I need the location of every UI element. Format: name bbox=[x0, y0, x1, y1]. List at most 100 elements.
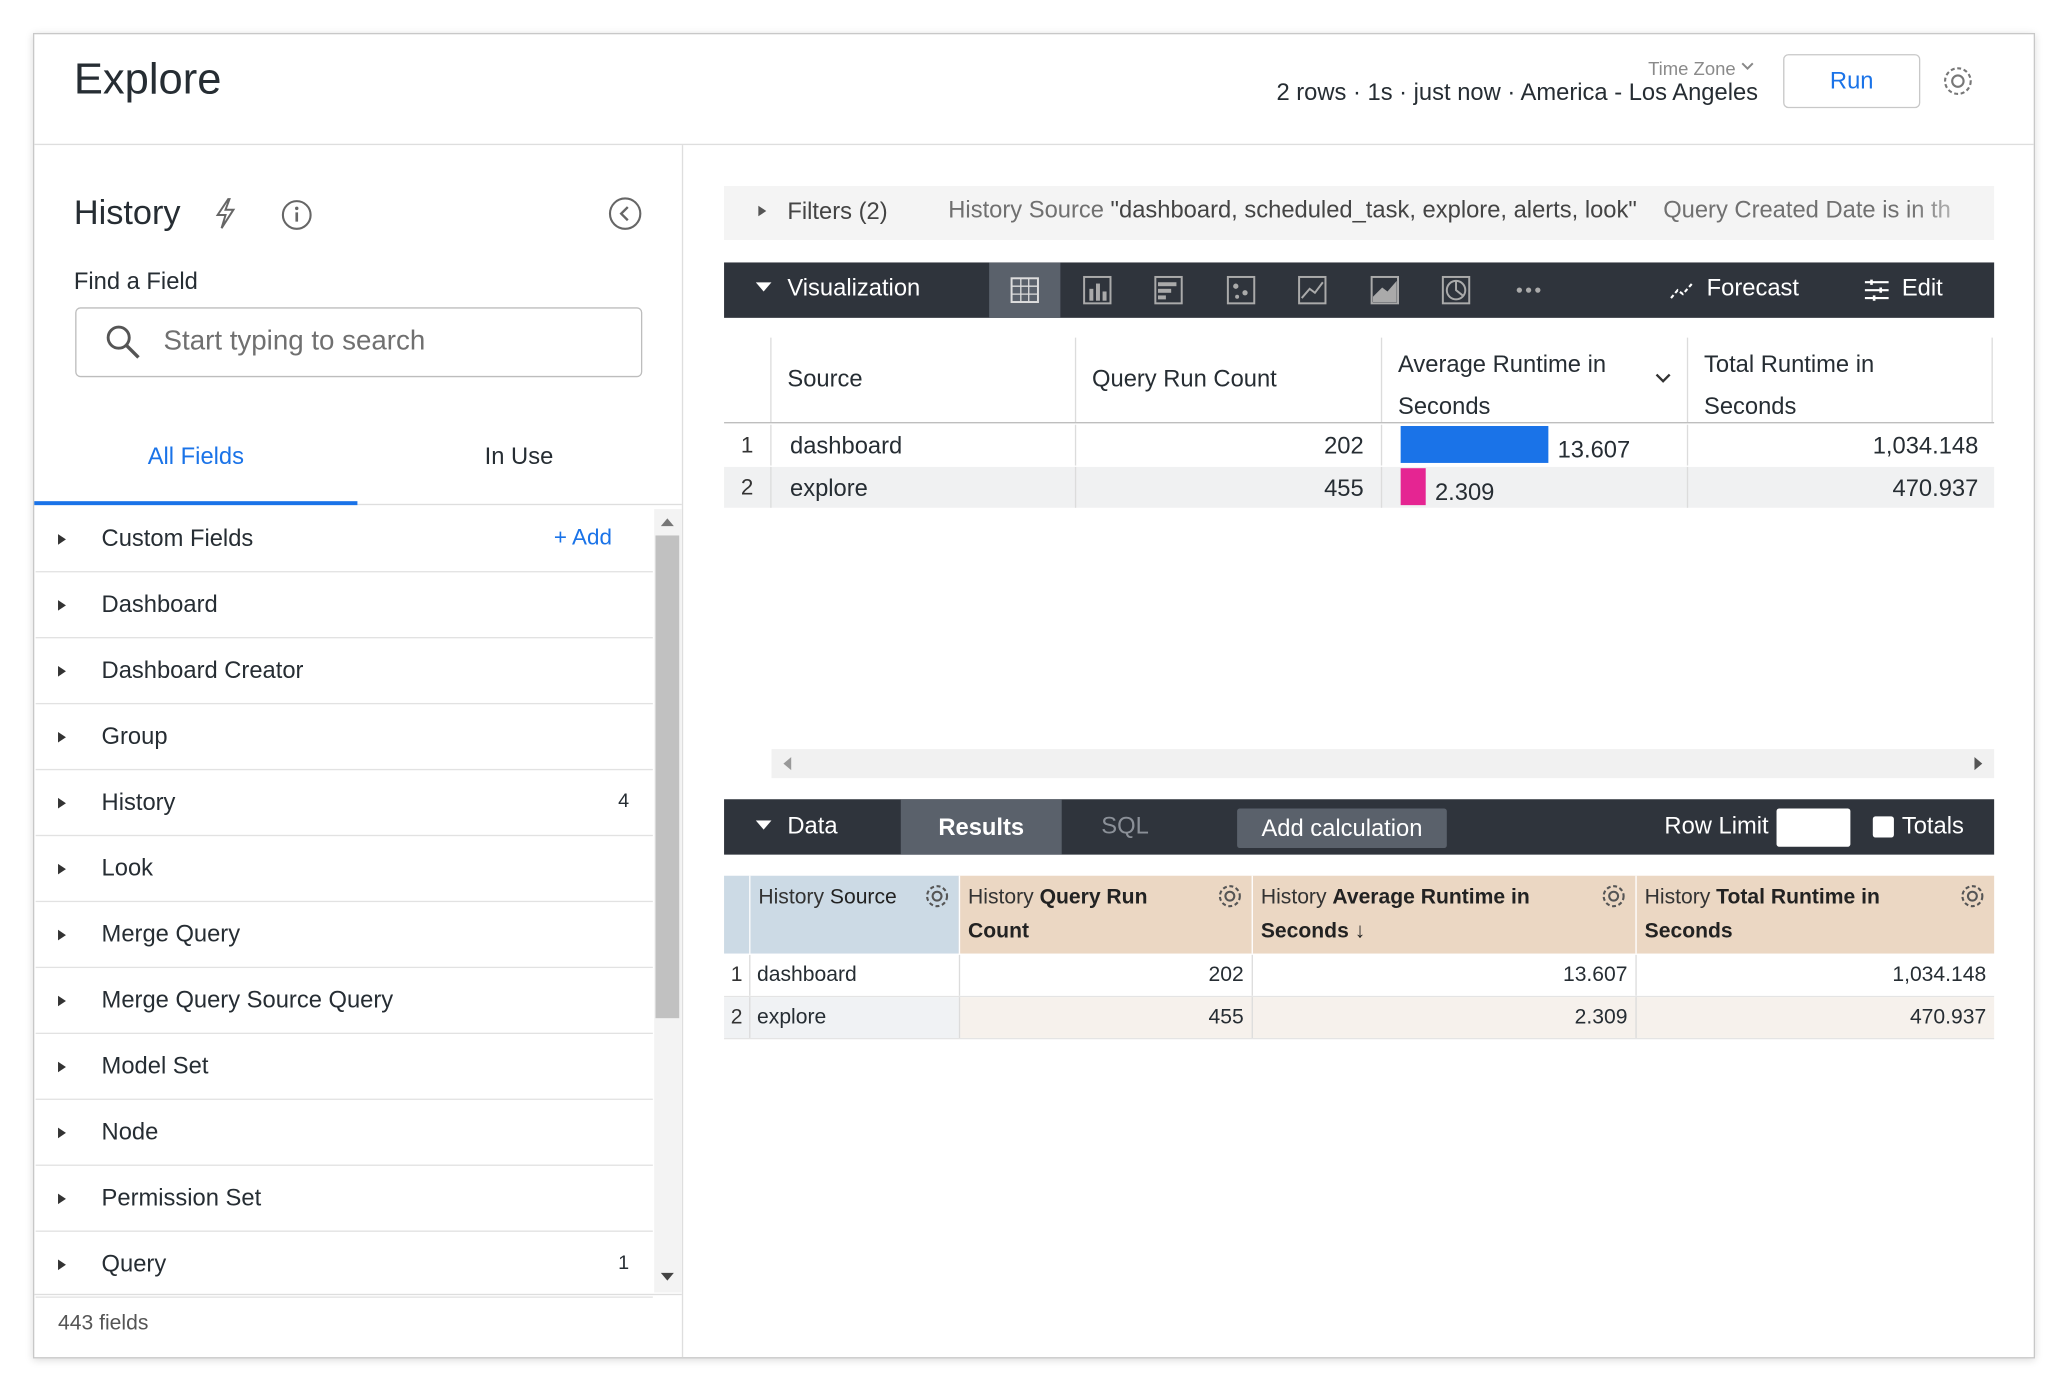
filters-bar bbox=[724, 185, 1995, 241]
collapse-caret[interactable] bbox=[755, 282, 772, 293]
row-index: 1 bbox=[740, 432, 754, 458]
custom-fields[interactable]: Custom Fields bbox=[101, 524, 254, 552]
data-cell: 470.937 bbox=[1909, 1006, 1987, 1029]
row-limit-input[interactable] bbox=[1776, 808, 1851, 847]
chart-type-icon[interactable] bbox=[1512, 274, 1544, 306]
bolt-icon[interactable] bbox=[214, 198, 238, 230]
data-label[interactable]: Data bbox=[787, 812, 838, 839]
run-button[interactable]: Run bbox=[1783, 54, 1921, 109]
scrollbar-thumb[interactable] bbox=[655, 535, 680, 1019]
settings-gear[interactable] bbox=[1216, 882, 1244, 910]
search-placeholder: Start typing to search bbox=[163, 325, 426, 357]
view-name[interactable]: Merge Query Source Query bbox=[101, 986, 394, 1013]
view-name[interactable]: Merge Query bbox=[101, 920, 241, 947]
row-divider bbox=[35, 1098, 653, 1100]
view-name[interactable]: Node bbox=[101, 1118, 159, 1145]
dimension-cell-bg bbox=[724, 954, 959, 996]
add-custom-field[interactable]: + Add bbox=[553, 524, 612, 550]
view-name[interactable]: Group bbox=[101, 722, 168, 750]
settings-gear[interactable] bbox=[1940, 63, 1976, 99]
scroll-up[interactable] bbox=[660, 517, 674, 527]
expand-caret[interactable] bbox=[757, 204, 768, 217]
field-name: Query Run Count bbox=[968, 886, 1148, 943]
field-name: Source bbox=[829, 886, 897, 909]
settings-gear[interactable] bbox=[923, 882, 951, 910]
sort-chevron[interactable] bbox=[1655, 373, 1671, 384]
expand-caret[interactable] bbox=[57, 1126, 68, 1139]
view-name[interactable]: Dashboard bbox=[101, 590, 218, 618]
expand-caret[interactable] bbox=[57, 928, 68, 941]
view-name[interactable]: Permission Set bbox=[101, 1184, 262, 1211]
runtime-bar bbox=[1400, 425, 1549, 463]
row-index: 2 bbox=[730, 1006, 743, 1029]
chart-type-icon[interactable] bbox=[1081, 274, 1113, 306]
count-cell: 202 bbox=[1324, 432, 1364, 459]
view-name[interactable]: Look bbox=[101, 854, 154, 882]
row-divider bbox=[35, 1164, 653, 1166]
edit-icon[interactable] bbox=[1864, 278, 1890, 302]
expand-caret[interactable] bbox=[57, 665, 68, 678]
cell-divider bbox=[1380, 466, 1383, 508]
chart-type-icon[interactable] bbox=[1368, 274, 1400, 306]
chart-type-icon[interactable] bbox=[1225, 274, 1257, 306]
view-name[interactable]: History bbox=[101, 788, 176, 816]
chart-type-icon[interactable] bbox=[1296, 274, 1328, 306]
data-cell: dashboard bbox=[757, 964, 857, 987]
timezone-label[interactable]: Time Zone bbox=[1648, 58, 1736, 80]
expand-caret[interactable] bbox=[57, 863, 68, 876]
cell-divider bbox=[770, 424, 772, 466]
scroll-left[interactable] bbox=[782, 757, 792, 771]
scroll-down[interactable] bbox=[660, 1272, 674, 1282]
edit-button[interactable]: Edit bbox=[1901, 274, 1943, 301]
settings-gear[interactable] bbox=[1600, 882, 1628, 910]
expand-caret[interactable] bbox=[57, 533, 68, 546]
chart-type-icon[interactable] bbox=[1440, 274, 1472, 306]
expand-caret[interactable] bbox=[57, 599, 68, 612]
view-name: History bbox=[1260, 886, 1327, 909]
visualization-label[interactable]: Visualization bbox=[787, 274, 921, 301]
data-cell: explore bbox=[757, 1006, 827, 1029]
view-name[interactable]: Model Set bbox=[101, 1052, 209, 1079]
row-divider bbox=[35, 768, 653, 771]
forecast-button[interactable]: Forecast bbox=[1706, 274, 1799, 301]
scroll-right[interactable] bbox=[1974, 757, 1983, 771]
expand-caret[interactable] bbox=[57, 1258, 68, 1271]
view-name[interactable]: Dashboard Creator bbox=[101, 656, 304, 684]
filter-field: Query Created Date is in th bbox=[1663, 196, 1951, 223]
active-chart-type bbox=[989, 262, 1061, 318]
timezone-chevron[interactable] bbox=[1741, 62, 1754, 73]
data-cell: 13.607 bbox=[1562, 964, 1628, 987]
forecast-icon[interactable] bbox=[1668, 278, 1694, 302]
add-calculation-button[interactable]: Add calculation bbox=[1237, 808, 1447, 849]
expand-caret[interactable] bbox=[57, 731, 68, 744]
search-box[interactable] bbox=[75, 307, 643, 378]
measure-cell-bg bbox=[958, 954, 1995, 996]
sql-tab[interactable]: SQL bbox=[1101, 812, 1149, 839]
settings-gear[interactable] bbox=[1959, 882, 1987, 910]
tab-in-use[interactable]: In Use bbox=[484, 443, 554, 470]
tab-all-fields[interactable]: All Fields bbox=[147, 443, 245, 470]
column-divider bbox=[1380, 337, 1383, 423]
filter-value: "dashboard, scheduled_task, explore, ale… bbox=[1110, 196, 1637, 223]
collapse-caret[interactable] bbox=[755, 820, 772, 831]
chart-type-icon[interactable] bbox=[1009, 274, 1041, 306]
filters-label[interactable]: Filters (2) bbox=[787, 197, 888, 225]
sidebar-title: History bbox=[73, 192, 181, 233]
expand-caret[interactable] bbox=[57, 797, 68, 810]
totals-checkbox[interactable] bbox=[1872, 816, 1894, 838]
collapse-sidebar-icon[interactable] bbox=[608, 197, 642, 231]
table-row bbox=[724, 466, 1995, 508]
expand-caret[interactable] bbox=[57, 994, 68, 1007]
expand-caret[interactable] bbox=[57, 1192, 68, 1205]
runtime-bar bbox=[1400, 468, 1426, 506]
source-cell: dashboard bbox=[790, 432, 903, 459]
view-name[interactable]: Query bbox=[101, 1250, 167, 1277]
expand-caret[interactable] bbox=[57, 1060, 68, 1073]
data-cell: 202 bbox=[1208, 964, 1244, 987]
chart-type-icon[interactable] bbox=[1153, 274, 1185, 306]
results-tab[interactable]: Results bbox=[900, 799, 1062, 855]
total-cell: 470.937 bbox=[1892, 474, 1979, 502]
info-icon[interactable] bbox=[281, 199, 313, 231]
